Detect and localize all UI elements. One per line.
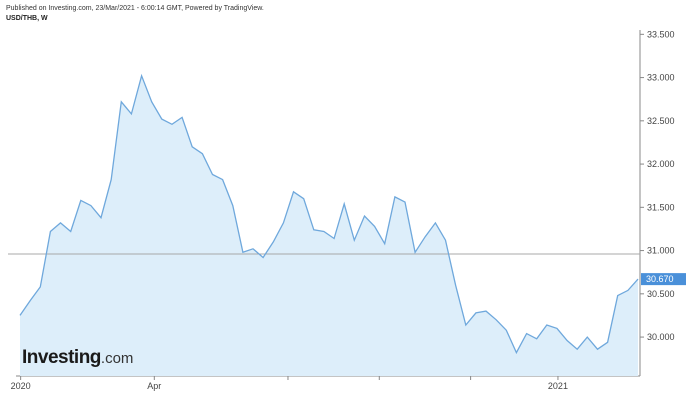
current-price-tag: 30.670 xyxy=(641,273,686,286)
x-axis-ticks: 2020 Apr 2021 xyxy=(11,376,568,391)
price-point xyxy=(535,337,538,340)
price-point xyxy=(353,239,356,242)
price-point xyxy=(49,230,52,233)
price-point xyxy=(160,118,163,121)
price-point xyxy=(343,202,346,205)
price-point xyxy=(130,112,133,115)
y-axis-ticks: 30.000 30.500 31.000 31.500 32.000 32.500 33.0… xyxy=(640,29,675,342)
y-tick-label: 31.000 xyxy=(647,246,675,256)
price-point xyxy=(170,123,173,126)
price-point xyxy=(302,197,305,200)
price-point xyxy=(434,221,437,224)
price-point xyxy=(393,195,396,198)
price-point xyxy=(39,285,42,288)
price-point xyxy=(262,256,265,259)
x-tick-label: 2021 xyxy=(548,381,568,391)
price-point xyxy=(120,100,123,103)
price-point xyxy=(79,199,82,202)
price-point xyxy=(241,251,244,254)
price-point xyxy=(201,152,204,155)
published-note: Published on Investing.com, 23/Mar/2021 … xyxy=(6,5,264,12)
price-point xyxy=(586,336,589,339)
price-point xyxy=(545,323,548,326)
price-area-fill xyxy=(20,75,638,377)
chart-header: Published on Investing.com, 23/Mar/2021 … xyxy=(6,4,264,24)
price-point xyxy=(221,178,224,181)
price-point xyxy=(211,173,214,176)
price-point xyxy=(29,299,32,302)
price-point xyxy=(474,311,477,314)
price-point xyxy=(505,329,508,332)
price-point xyxy=(525,332,528,335)
price-point xyxy=(576,348,579,351)
logo-domain: .com xyxy=(100,350,134,367)
price-point xyxy=(495,318,498,321)
price-point xyxy=(272,240,275,243)
price-line[interactable] xyxy=(19,73,639,355)
price-point xyxy=(150,100,153,103)
y-tick-label: 30.500 xyxy=(647,289,675,299)
x-tick-label: Apr xyxy=(147,381,161,391)
price-point xyxy=(555,327,558,330)
price-point xyxy=(464,323,467,326)
price-point xyxy=(69,230,72,233)
price-point xyxy=(100,216,103,219)
price-point xyxy=(59,221,62,224)
y-tick-label: 32.500 xyxy=(647,116,675,126)
investing-logo: Investing.com xyxy=(22,347,133,369)
price-point xyxy=(515,351,518,354)
price-point xyxy=(606,341,609,344)
price-point xyxy=(333,237,336,240)
y-tick-label: 32.000 xyxy=(647,159,675,169)
x-tick-label: 2020 xyxy=(11,381,31,391)
y-tick-label: 30.000 xyxy=(647,332,675,342)
price-point xyxy=(282,221,285,224)
price-point xyxy=(566,339,569,342)
price-point xyxy=(252,247,255,250)
price-point xyxy=(424,235,427,238)
price-point xyxy=(363,214,366,217)
price-point xyxy=(373,225,376,228)
current-price-label: 30.670 xyxy=(646,274,674,284)
price-point xyxy=(181,116,184,119)
price-point xyxy=(89,204,92,207)
logo-brand: Investing xyxy=(22,347,101,368)
y-tick-label: 31.500 xyxy=(647,202,675,212)
price-point xyxy=(383,242,386,245)
price-point xyxy=(322,230,325,233)
y-tick-label: 33.000 xyxy=(647,73,675,83)
price-point xyxy=(637,278,640,281)
current-price-tag-bg xyxy=(641,273,686,286)
price-point xyxy=(312,228,315,231)
price-point xyxy=(403,201,406,204)
price-point xyxy=(616,294,619,297)
price-point xyxy=(626,289,629,292)
price-point xyxy=(19,314,22,317)
price-point xyxy=(454,284,457,287)
price-point xyxy=(414,251,417,254)
price-point xyxy=(596,348,599,351)
price-point xyxy=(485,310,488,313)
price-point xyxy=(140,74,143,77)
price-point xyxy=(231,204,234,207)
price-point xyxy=(444,239,447,242)
y-tick-label: 33.500 xyxy=(647,29,675,39)
symbol-label: USD/THB, W xyxy=(6,15,48,22)
price-point xyxy=(292,190,295,193)
price-point xyxy=(191,145,194,148)
price-point xyxy=(110,178,113,181)
